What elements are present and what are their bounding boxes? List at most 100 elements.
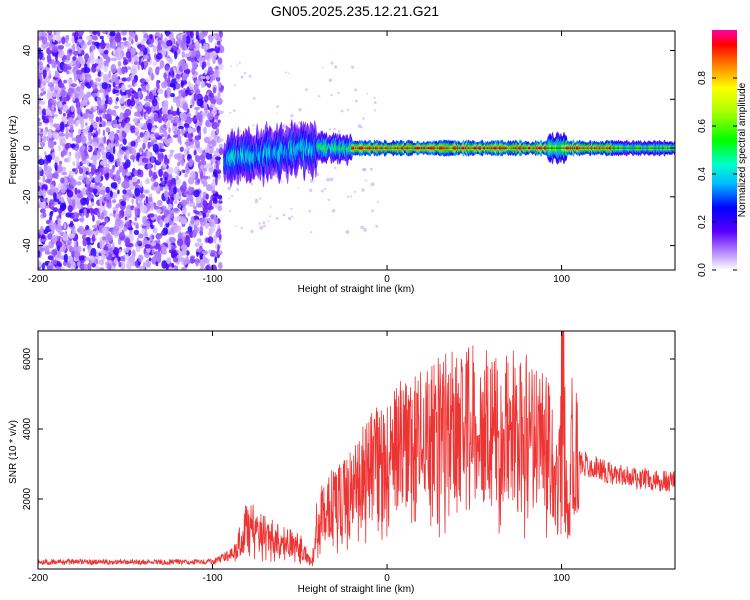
spectrogram-cell — [212, 35, 217, 40]
spectrogram-cell — [199, 230, 203, 236]
spectrogram-cell — [355, 99, 358, 103]
spectrogram-cell — [70, 143, 76, 148]
spectrogram-cell — [60, 196, 65, 205]
spectrogram-cell — [362, 117, 365, 120]
spectrogram-cell — [305, 88, 308, 91]
spectrogram-cell — [145, 196, 149, 204]
spectrogram-cell — [46, 198, 50, 203]
spectrogram-cell — [133, 229, 140, 236]
spectrogram-cell — [186, 198, 190, 205]
spectrogram-cell — [92, 188, 98, 194]
spectrogram-cell — [62, 113, 66, 117]
spectrogram-cell — [81, 187, 87, 197]
spectrogram-cell — [49, 216, 52, 221]
spectrogram-cell — [288, 217, 291, 221]
spectrogram-cell — [121, 77, 128, 82]
spectrogram-cell — [173, 257, 179, 263]
spectrogram-cell — [280, 180, 283, 183]
spectrogram-cell — [125, 50, 131, 59]
spectrogram-cell — [354, 190, 357, 193]
spectrogram-cell — [121, 95, 128, 100]
spectrogram-cell — [87, 132, 92, 140]
spectrogram-cell — [76, 119, 80, 124]
spectrogram-cell — [155, 66, 160, 76]
spectrogram-cell — [105, 151, 112, 160]
spectrogram-cell — [135, 224, 139, 229]
spectrogram-cell — [113, 105, 120, 109]
spectrogram-cell — [125, 253, 129, 262]
spectrogram-cell — [137, 122, 144, 128]
spectrogram-cell — [109, 31, 116, 37]
spectrogram-cell — [168, 127, 171, 134]
colorbar-tick-label: 0.6 — [697, 119, 708, 133]
spectrogram-cell — [194, 242, 201, 248]
spectrogram-cell — [150, 240, 157, 247]
spectrogram-cell — [124, 216, 128, 221]
spectrogram-cell — [213, 234, 217, 244]
spectrogram-cell — [57, 263, 62, 267]
spectrogram-cell — [117, 189, 120, 195]
spectrogram-cell — [200, 226, 204, 232]
spectrogram-cell — [53, 123, 58, 128]
spectrogram-cell — [340, 109, 344, 113]
spectrogram-cell — [154, 133, 160, 138]
spectrogram-cell — [85, 177, 90, 185]
spectrogram-cell — [42, 135, 47, 143]
spectrogram-cell — [263, 224, 266, 228]
spectrogram-cell — [92, 35, 99, 41]
spectrogram-cell — [188, 44, 195, 49]
spectrogram-cell — [54, 73, 59, 78]
spectrogram-cell — [213, 150, 219, 156]
spectrogram-cell — [217, 40, 221, 46]
spectrogram-cell — [285, 71, 287, 74]
spectrogram-cell — [347, 195, 350, 198]
spectrogram-cell — [95, 265, 100, 270]
spectrogram-cell — [185, 35, 191, 45]
spectrogram-cell — [318, 95, 321, 98]
spectrogram-cell — [179, 216, 186, 223]
spectrogram-cell — [95, 116, 100, 123]
spectrogram-cell — [142, 31, 147, 35]
spectrogram-cell — [137, 169, 142, 176]
spectrogram-cell — [157, 41, 161, 51]
spectrogram-cell — [190, 216, 195, 225]
spectrogram-cell — [193, 83, 199, 92]
spectrogram-cell — [179, 146, 184, 153]
spectrogram-cell — [112, 199, 117, 204]
spectrogram-cell — [323, 188, 326, 191]
spectrogram-cell — [94, 41, 100, 47]
spectrogram-cell — [195, 155, 201, 163]
spectrogram-cell — [40, 128, 44, 133]
spectrogram-cell — [189, 144, 196, 149]
spectrogram-cell — [119, 111, 123, 120]
spectrogram-cell — [186, 147, 191, 151]
spectrogram-cell — [148, 43, 155, 48]
spectrogram-cell — [207, 236, 214, 244]
spectrogram-cell — [100, 42, 106, 50]
spectrogram-cell — [63, 177, 68, 186]
spectrogram-cell — [203, 42, 206, 51]
spectrogram-cell — [194, 135, 202, 141]
spectrogram-cell — [118, 130, 123, 139]
spectrogram-cell — [118, 118, 123, 123]
spectrogram-cell — [99, 189, 106, 195]
spectrogram-cell — [373, 96, 376, 99]
spectrogram-cell — [47, 129, 53, 137]
spectrogram-cell — [334, 166, 337, 170]
spectrogram-cell — [77, 74, 80, 80]
spectrogram-cell — [82, 72, 86, 82]
spectrogram-cell — [70, 83, 77, 87]
spectrogram-cell — [77, 245, 82, 253]
spectrogram-cell — [62, 150, 67, 156]
spectrogram-cell — [94, 169, 100, 173]
spectrogram-cell — [99, 259, 105, 266]
spectrogram-cell — [166, 39, 173, 47]
spectrogram-cell — [97, 128, 101, 136]
spectrogram-cell — [171, 38, 175, 44]
spectrogram-cell — [105, 113, 112, 121]
spectrogram-cell — [147, 122, 153, 130]
spectrogram-cell — [41, 262, 45, 270]
spectrogram-cell — [168, 45, 172, 51]
spectrogram-cell — [194, 106, 200, 111]
spectrogram-cell — [71, 199, 76, 209]
